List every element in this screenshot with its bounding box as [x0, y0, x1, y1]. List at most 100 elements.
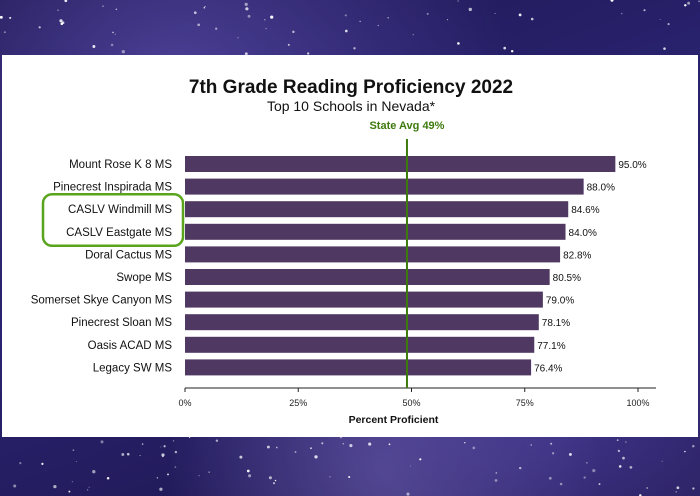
star [114, 33, 116, 35]
bar [185, 291, 543, 308]
star [244, 2, 248, 6]
star [121, 453, 125, 456]
star [598, 483, 601, 486]
star [208, 471, 210, 473]
star [661, 460, 663, 462]
reference-line-label: State Avg 49% [369, 120, 444, 132]
star [388, 443, 391, 446]
star [174, 450, 178, 454]
star [121, 50, 125, 54]
star [621, 12, 623, 15]
star [353, 47, 356, 50]
category-label: CASLV Eastgate MS [66, 227, 172, 239]
star [530, 444, 532, 446]
star [38, 26, 41, 29]
star [112, 31, 114, 34]
star [173, 440, 175, 442]
star [494, 12, 496, 15]
star [160, 446, 162, 448]
star [92, 470, 96, 474]
star [167, 473, 169, 476]
star [344, 29, 348, 33]
star [265, 27, 267, 30]
star [321, 442, 324, 445]
star [100, 440, 104, 444]
star [86, 489, 89, 491]
star [503, 46, 507, 50]
star [559, 482, 563, 486]
category-label: Legacy SW MS [93, 362, 173, 374]
category-label: Oasis ACAD MS [88, 340, 173, 352]
star [659, 18, 661, 20]
star [13, 484, 17, 488]
x-tick-label: 50% [402, 398, 420, 408]
star [518, 13, 522, 17]
star [126, 452, 130, 456]
star [41, 462, 44, 466]
star [275, 446, 278, 449]
star [412, 34, 414, 36]
star [215, 27, 218, 30]
value-label: 84.6% [571, 205, 599, 216]
star [494, 479, 498, 482]
category-label: Pinecrest Inspirada MS [53, 182, 172, 194]
star [110, 43, 114, 47]
star [268, 476, 272, 480]
star [426, 12, 429, 15]
star [646, 487, 649, 489]
star [59, 19, 63, 23]
star [530, 17, 534, 21]
star [57, 9, 59, 11]
star [550, 442, 553, 445]
star [457, 42, 460, 45]
star [270, 15, 274, 19]
category-label: CASLV Windmill MS [68, 204, 172, 216]
star [264, 19, 266, 21]
star [548, 476, 552, 480]
star [472, 446, 476, 450]
value-label: 79.0% [546, 296, 574, 307]
star [359, 20, 361, 23]
star [92, 45, 96, 48]
star [592, 469, 596, 473]
star [161, 453, 165, 457]
star [244, 52, 248, 56]
chart-title: 7th Grade Reading Proficiency 2022 [188, 77, 514, 98]
category-label: Pinecrest Sloan MS [71, 317, 172, 329]
star [342, 443, 345, 445]
bar [185, 201, 569, 218]
star [272, 482, 276, 485]
star [72, 449, 75, 452]
star [198, 475, 200, 477]
star [159, 487, 163, 491]
star [519, 466, 522, 470]
star [193, 11, 197, 15]
star [684, 4, 687, 7]
star [237, 37, 239, 39]
star [629, 466, 633, 469]
x-tick-label: 100% [626, 398, 649, 408]
star [698, 0, 700, 2]
star [139, 455, 141, 457]
star [174, 466, 177, 468]
x-tick-label: 75% [516, 398, 534, 408]
star [446, 19, 448, 21]
star [3, 31, 6, 34]
category-label: Mount Rose K 8 MS [69, 159, 172, 171]
bar [185, 246, 561, 263]
star [409, 465, 412, 467]
value-label: 84.0% [569, 228, 597, 239]
star [675, 491, 677, 493]
highlight-box [41, 192, 185, 248]
star [292, 30, 295, 34]
star [75, 461, 77, 462]
x-tick-label: 0% [178, 398, 191, 408]
bar [185, 156, 616, 172]
category-label: Doral Cactus MS [85, 249, 172, 261]
star [684, 450, 686, 453]
star [625, 441, 627, 443]
value-label: 77.1% [537, 341, 565, 352]
star [68, 490, 71, 493]
star [617, 449, 621, 453]
